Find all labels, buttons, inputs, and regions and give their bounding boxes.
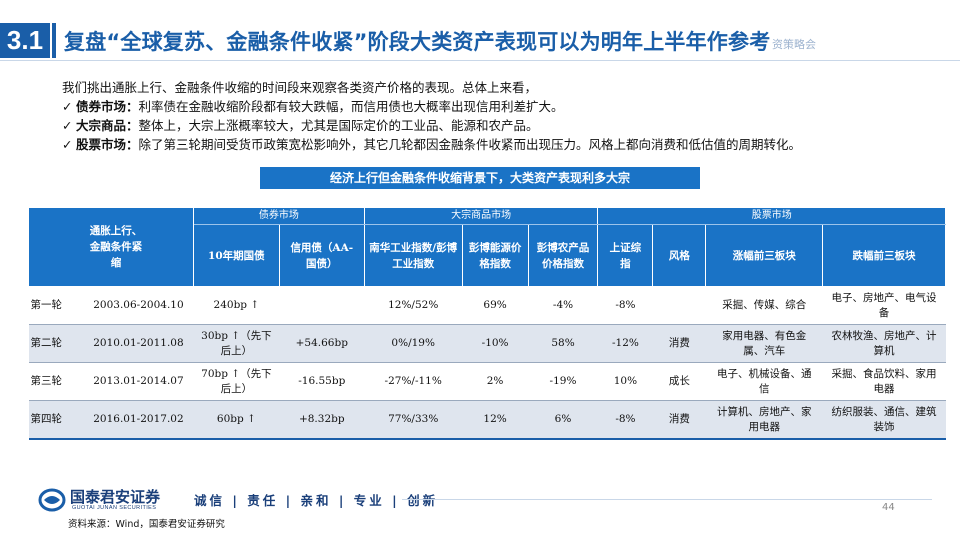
cell-period: 2003.06-2004.10 xyxy=(83,286,194,325)
table-caption: 经济上行但金融条件收缩背景下，大类资产表现利多大宗 xyxy=(260,167,700,189)
section-number: 3.1 xyxy=(0,23,50,58)
intro-text: 我们挑出通胀上行、金融条件收缩的时间段来观察各类资产价格的表现。总体上来看， ✓… xyxy=(62,78,801,154)
title-ghost-text: 资策略会 xyxy=(772,38,816,51)
corner-header: 通胀上行、金融条件紧缩 xyxy=(28,207,194,287)
table-row: 第一轮 2003.06-2004.10 240bp ↑ 12%/52% 69% … xyxy=(28,286,946,325)
source-note: 资料来源：Wind，国泰君安证券研究 xyxy=(68,519,225,530)
header-style: 风格 xyxy=(652,224,707,287)
cell-nanhua: -27%/-11% xyxy=(364,362,463,401)
cell-sse: 10% xyxy=(597,362,653,401)
point-label: 大宗商品： xyxy=(76,118,139,133)
cell-sse: -8% xyxy=(597,400,653,440)
intro-point-stock: ✓ 股票市场：除了第三轮期间受货币政策宽松影响外，其它几轮都因金融条件收紧而出现压… xyxy=(62,135,801,154)
cell-energy: 2% xyxy=(462,362,529,401)
header-energy: 彭博能源价格指数 xyxy=(461,224,529,287)
point-text: 除了第三轮期间受货币政策宽松影响外，其它几轮都因金融条件收紧而出现压力。风格上都… xyxy=(138,137,802,152)
group-stock: 股票市场 xyxy=(597,207,946,225)
footer-brand-en: GUOTAI JUNAN SECURITIES xyxy=(72,505,157,511)
cell-credit: +8.32bp xyxy=(279,400,365,440)
cell-style xyxy=(652,286,706,325)
header-top3-up: 涨幅前三板块 xyxy=(705,224,824,287)
point-text: 整体上，大宗上涨概率较大，尤其是国际定价的工业品、能源和农产品。 xyxy=(138,118,539,133)
cell-round: 第三轮 xyxy=(28,362,84,401)
check-icon: ✓ xyxy=(62,118,73,133)
cell-treasury: 70bp ↑（先下后上） xyxy=(193,362,280,401)
cell-top3-down: 采掘、食品饮料、家用电器 xyxy=(822,362,946,401)
cell-style: 成长 xyxy=(652,362,706,401)
cell-energy: -10% xyxy=(462,324,529,363)
header-sse: 上证综指 xyxy=(597,224,654,287)
cell-period: 2013.01-2014.07 xyxy=(83,362,194,401)
cell-round: 第一轮 xyxy=(28,286,84,325)
header-treasury: 10年期国债 xyxy=(192,224,280,287)
cell-treasury: 30bp ↑（先下后上） xyxy=(193,324,280,363)
cell-agri: 58% xyxy=(528,324,598,363)
title-accent-bar xyxy=(52,23,56,58)
cell-round: 第二轮 xyxy=(28,324,84,363)
cell-nanhua: 77%/33% xyxy=(364,400,463,440)
header-top3-down: 跌幅前三板块 xyxy=(822,224,946,287)
point-text: 利率债在金融收缩阶段都有较大跌幅，而信用债也大概率出现信用利差扩大。 xyxy=(138,99,564,114)
cell-energy: 12% xyxy=(462,400,529,440)
footer-brand: 国泰君安证券 xyxy=(70,488,161,506)
intro-lead: 我们挑出通胀上行、金融条件收缩的时间段来观察各类资产价格的表现。总体上来看， xyxy=(62,80,538,95)
group-bond: 债券市场 xyxy=(192,207,365,225)
cell-credit: -16.55bp xyxy=(279,362,365,401)
intro-point-commodity: ✓ 大宗商品：整体上，大宗上涨概率较大，尤其是国际定价的工业品、能源和农产品。 xyxy=(62,116,801,135)
cell-top3-up: 计算机、房地产、家用电器 xyxy=(705,400,823,440)
cell-sse: -8% xyxy=(597,286,653,325)
cell-energy: 69% xyxy=(462,286,529,325)
cell-credit: +54.66bp xyxy=(279,324,365,363)
cell-top3-down: 电子、房地产、电气设备 xyxy=(822,286,946,325)
point-label: 债券市场： xyxy=(76,99,139,114)
cell-top3-up: 电子、机械设备、通信 xyxy=(705,362,823,401)
cell-treasury: 60bp ↑ xyxy=(193,400,280,440)
title-divider xyxy=(0,60,960,61)
cell-agri: 6% xyxy=(528,400,598,440)
cell-top3-down: 纺织服装、通信、建筑装饰 xyxy=(822,400,946,440)
cell-top3-up: 采掘、传媒、综合 xyxy=(705,286,823,325)
footer-divider xyxy=(402,499,932,500)
cell-nanhua: 12%/52% xyxy=(364,286,463,325)
cell-agri: -4% xyxy=(528,286,598,325)
cell-treasury: 240bp ↑ xyxy=(193,286,280,325)
table-row: 第四轮 2016.01-2017.02 60bp ↑ +8.32bp 77%/3… xyxy=(28,400,946,440)
header-nanhua: 南华工业指数/彭博工业指数 xyxy=(363,224,463,287)
cell-style: 消费 xyxy=(652,400,706,440)
check-icon: ✓ xyxy=(62,137,73,152)
cell-top3-up: 家用电器、有色金属、汽车 xyxy=(705,324,823,363)
cell-credit xyxy=(279,286,365,325)
header-credit: 信用债（AA-国债） xyxy=(278,224,365,287)
asset-performance-table: 通胀上行、金融条件紧缩 债券市场 大宗商品市场 股票市场 10年期国债 信用债（… xyxy=(28,207,946,440)
cell-period: 2016.01-2017.02 xyxy=(83,400,194,440)
group-commodity: 大宗商品市场 xyxy=(363,207,599,225)
cell-round: 第四轮 xyxy=(28,400,84,440)
header-agri: 彭博农产品价格指数 xyxy=(527,224,599,287)
page-number: 44 xyxy=(882,502,895,513)
table-row: 第三轮 2013.01-2014.07 70bp ↑（先下后上） -16.55b… xyxy=(28,362,946,401)
footer-slogan: 诚信 | 责任 | 亲和 | 专业 | 创新 xyxy=(194,493,439,508)
cell-agri: -19% xyxy=(528,362,598,401)
check-icon: ✓ xyxy=(62,99,73,114)
slide-title: 复盘“全球复苏、金融条件收紧”阶段大类资产表现可以为明年上半年作参考 xyxy=(64,30,771,54)
cell-nanhua: 0%/19% xyxy=(364,324,463,363)
intro-point-bond: ✓ 债券市场：利率债在金融收缩阶段都有较大跌幅，而信用债也大概率出现信用利差扩大。 xyxy=(62,97,801,116)
table-row: 第二轮 2010.01-2011.08 30bp ↑（先下后上） +54.66b… xyxy=(28,324,946,363)
company-logo-icon xyxy=(38,488,66,512)
cell-top3-down: 农林牧渔、房地产、计算机 xyxy=(822,324,946,363)
cell-period: 2010.01-2011.08 xyxy=(83,324,194,363)
point-label: 股票市场： xyxy=(76,137,139,152)
cell-sse: -12% xyxy=(597,324,653,363)
cell-style: 消费 xyxy=(652,324,706,363)
